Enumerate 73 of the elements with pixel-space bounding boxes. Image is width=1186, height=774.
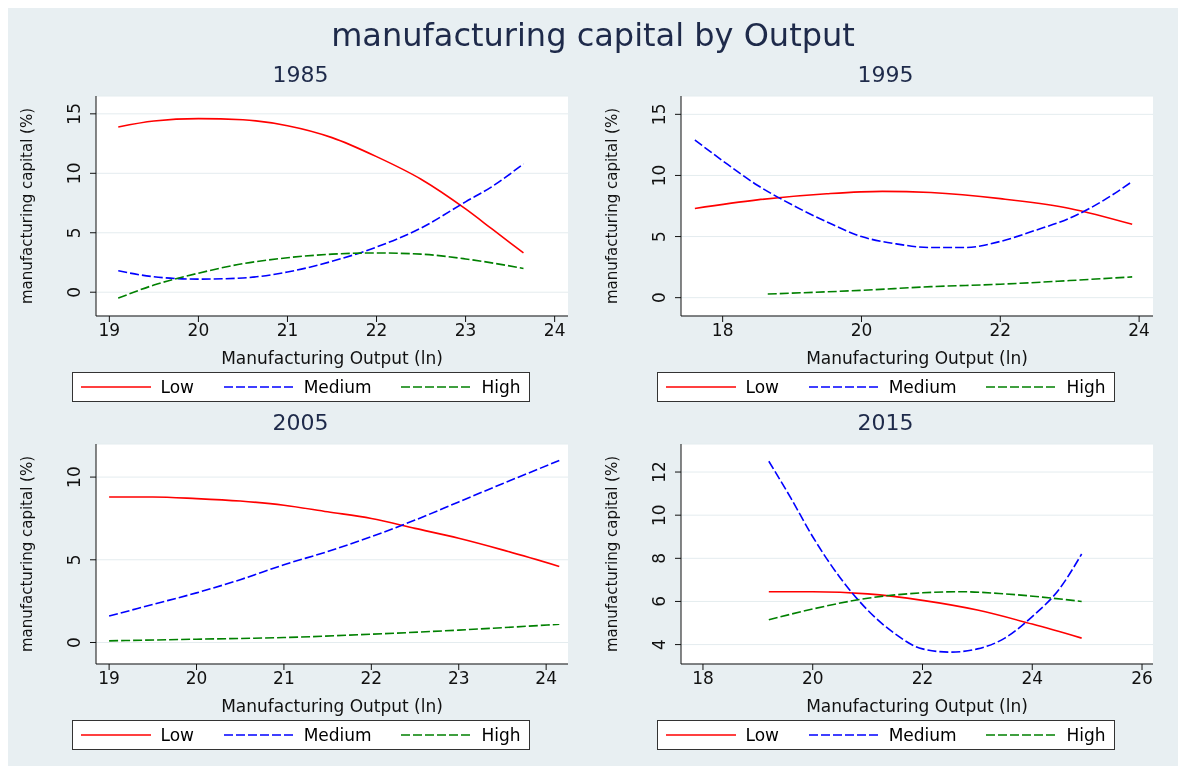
- x-tick-label: 19: [98, 320, 121, 341]
- y-axis-title: manufacturing capital (%): [603, 455, 621, 653]
- line-series: [766, 276, 1133, 295]
- y-axis-title: manufacturing capital (%): [18, 107, 36, 305]
- y-tick-label: 5: [64, 554, 84, 566]
- line-series: [108, 496, 561, 568]
- y-tick-label: 4: [649, 639, 669, 650]
- legend-label: High: [1066, 377, 1106, 397]
- x-axis-title: Manufacturing Output (ln): [221, 348, 443, 368]
- x-tick-label: 19: [98, 668, 120, 689]
- y-tick-label: 6: [649, 596, 669, 607]
- line-series: [694, 139, 1133, 249]
- y-tick-label: 10: [64, 466, 84, 488]
- x-tick-label: 22: [365, 320, 388, 341]
- x-tick-label: 21: [276, 320, 299, 341]
- y-tick-label: 15: [649, 103, 669, 126]
- line-series: [768, 590, 1083, 621]
- line-series: [768, 460, 1083, 653]
- x-tick-label: 22: [360, 668, 383, 689]
- y-tick-label: 12: [649, 461, 669, 483]
- x-axis-title: Manufacturing Output (ln): [221, 696, 443, 716]
- chart-title: 2015: [857, 410, 914, 437]
- line-series: [768, 590, 1083, 639]
- y-tick-label: 0: [649, 292, 669, 304]
- x-axis-title: Manufacturing Output (ln): [806, 348, 1028, 368]
- y-tick-label: 10: [649, 504, 669, 526]
- legend-label: Medium: [888, 377, 957, 397]
- x-tick-label: 20: [185, 668, 208, 689]
- x-tick-label: 26: [1131, 668, 1153, 689]
- line-series: [108, 623, 561, 642]
- y-tick-label: 5: [64, 227, 84, 239]
- chart-title: 2005: [272, 410, 329, 437]
- x-tick-label: 21: [273, 668, 295, 689]
- y-tick-label: 5: [649, 231, 669, 242]
- x-tick-label: 24: [535, 668, 557, 689]
- y-tick-label: 15: [64, 103, 84, 125]
- x-axis-title: Manufacturing Output (ln): [806, 696, 1028, 716]
- chart-title: 1985: [272, 62, 329, 89]
- y-tick-label: 10: [64, 162, 84, 185]
- y-tick-label: 8: [649, 552, 669, 564]
- y-axis-title: manufacturing capital (%): [18, 455, 36, 653]
- legend-label: Low: [745, 725, 779, 745]
- line-series: [117, 117, 525, 254]
- x-tick-label: 18: [692, 668, 714, 689]
- x-tick-label: 23: [454, 320, 477, 341]
- legend-label: Low: [160, 725, 194, 745]
- legend-label: Medium: [303, 377, 372, 397]
- line-series: [117, 252, 525, 299]
- x-tick-label: 20: [187, 320, 210, 341]
- text: manufacturing capital by Output: [330, 16, 856, 56]
- y-axis-title: manufacturing capital (%): [603, 107, 621, 305]
- legend-label: High: [481, 377, 521, 397]
- x-tick-label: 20: [801, 668, 824, 689]
- x-tick-label: 18: [711, 320, 734, 341]
- x-tick-label: 22: [989, 320, 1012, 341]
- line-series: [694, 190, 1133, 226]
- legend-label: Low: [745, 377, 779, 397]
- chart-title: 1995: [857, 62, 914, 89]
- legend-label: High: [481, 725, 521, 745]
- x-tick-label: 24: [1128, 320, 1150, 341]
- line-series: [108, 459, 561, 617]
- y-tick-label: 10: [649, 164, 669, 187]
- y-tick-label: 0: [64, 286, 84, 298]
- legend-label: Medium: [303, 725, 372, 745]
- x-tick-label: 23: [447, 668, 470, 689]
- legend-label: Medium: [888, 725, 957, 745]
- x-tick-label: 20: [850, 320, 873, 341]
- x-tick-label: 24: [1021, 668, 1044, 689]
- x-tick-label: 24: [543, 320, 566, 341]
- x-tick-label: 22: [911, 668, 934, 689]
- y-tick-label: 0: [64, 637, 84, 648]
- legend-label: High: [1066, 725, 1106, 745]
- legend-label: Low: [160, 377, 194, 397]
